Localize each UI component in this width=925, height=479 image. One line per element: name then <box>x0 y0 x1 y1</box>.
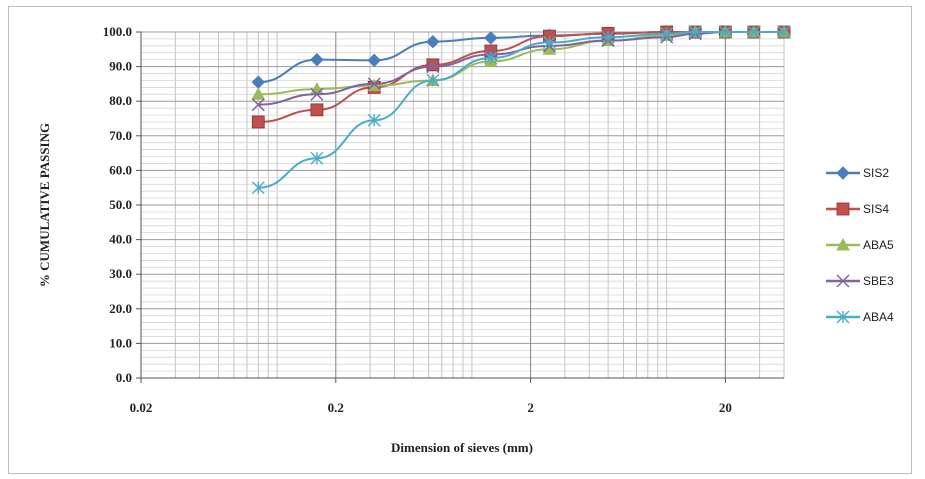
data-point-aba4 <box>542 35 556 49</box>
series <box>251 24 791 195</box>
data-point-sis2 <box>426 34 440 49</box>
legend-entry-sis2: SIS2 <box>826 166 889 180</box>
legend-label-sis4: SIS4 <box>863 202 889 216</box>
data-point-sis2 <box>310 52 324 67</box>
legend-entry-sbe3: SBE3 <box>826 274 894 288</box>
legend-label-aba5: ABA5 <box>863 238 894 252</box>
legend-label-sis2: SIS2 <box>863 166 889 180</box>
data-point-aba4 <box>367 113 381 127</box>
legend-entry-aba4: ABA4 <box>826 310 894 324</box>
grid <box>140 31 785 379</box>
series-aba4 <box>251 25 791 195</box>
data-point-sis2 <box>484 31 498 45</box>
data-point-sbe3 <box>426 60 440 74</box>
data-point-aba4 <box>251 181 265 195</box>
legend-label-aba4: ABA4 <box>863 310 894 324</box>
y-tick-label: 80.0 <box>109 93 132 108</box>
y-tick-label: 100.0 <box>103 24 132 39</box>
x-axis-title: Dimension of sieves (mm) <box>391 440 533 455</box>
data-point-aba4 <box>688 25 702 39</box>
data-point-aba4 <box>747 25 761 39</box>
data-point-sis2 <box>367 53 381 68</box>
y-tick-label: 60.0 <box>109 162 132 177</box>
y-tick-label: 90.0 <box>109 59 132 74</box>
x-tick-label: 0.02 <box>130 400 153 415</box>
data-point-sis4 <box>426 58 440 72</box>
legend-marker-aba4 <box>836 310 850 324</box>
data-point-aba4 <box>310 151 324 165</box>
legend-entry-sis4: SIS4 <box>826 202 889 216</box>
y-tick-label: 10.0 <box>109 335 132 350</box>
data-point-aba4 <box>601 30 615 44</box>
legend-marker-sis4 <box>836 202 850 216</box>
data-point-sbe3 <box>310 87 324 101</box>
x-tick-label: 2 <box>527 400 534 415</box>
legend-marker-aba5 <box>836 237 850 251</box>
data-point-aba4 <box>777 25 791 39</box>
y-tick-label: 50.0 <box>109 197 132 212</box>
y-tick-label: 30.0 <box>109 266 132 281</box>
legend-marker-sbe3 <box>836 274 850 288</box>
y-tick-label: 40.0 <box>109 232 132 247</box>
y-tick-label: 0.0 <box>116 370 132 385</box>
axes: 0.0 10.0 20.0 30.0 40.0 50.0 60.0 70.0 80.0 90.0 1… <box>103 24 784 415</box>
legend-label-sbe3: SBE3 <box>863 274 894 288</box>
data-point-aba4 <box>426 73 440 87</box>
legend-entry-aba5: ABA5 <box>826 237 894 252</box>
y-axis-title: % CUMULATIVE PASSING <box>37 123 52 287</box>
data-point-aba4 <box>718 25 732 39</box>
x-tick-label: 0.2 <box>328 400 344 415</box>
legend: SIS2 SIS4 ABA5 SBE3 ABA4 <box>826 166 894 324</box>
data-point-sbe3 <box>367 77 381 91</box>
data-point-sbe3 <box>251 98 265 112</box>
data-point-sis4 <box>310 103 324 117</box>
y-tick-label: 70.0 <box>109 128 132 143</box>
x-tick-label: 20 <box>719 400 732 415</box>
data-point-aba4 <box>484 51 498 65</box>
legend-marker-sis2 <box>836 166 850 180</box>
data-point-aba5 <box>251 87 266 100</box>
data-point-sis4 <box>251 115 265 129</box>
y-tick-label: 20.0 <box>109 301 132 316</box>
data-point-aba4 <box>660 27 674 41</box>
